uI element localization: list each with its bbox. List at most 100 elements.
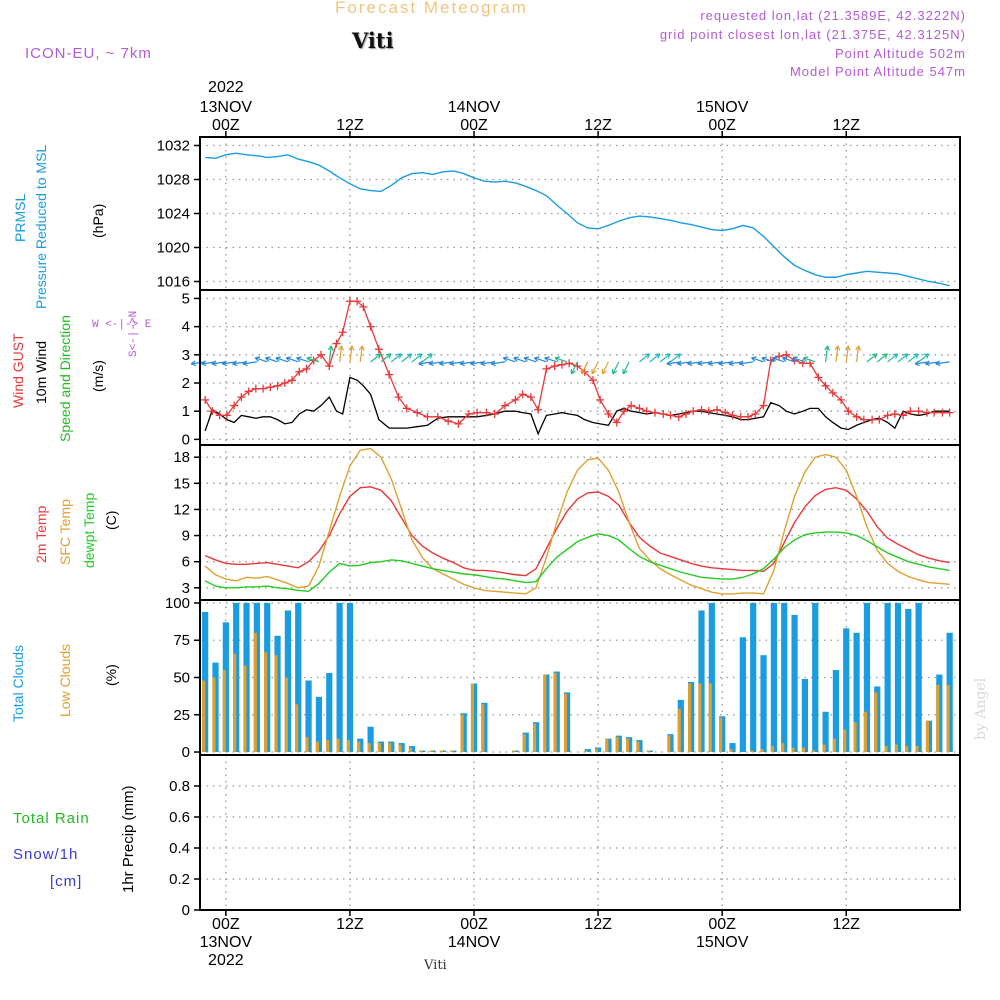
wind-direction-arrow (918, 353, 930, 363)
wind-direction-arrowhead (622, 368, 628, 375)
y-tick-label: 1028 (157, 172, 190, 189)
wind-direction-arrowhead (844, 345, 851, 351)
gust-marker (345, 297, 354, 306)
gust-marker (237, 393, 246, 402)
wind-direction-arrowhead (782, 356, 788, 362)
cloud-low-bar (863, 711, 867, 753)
wind-direction-arrow (866, 353, 878, 363)
cloud-total-bar (781, 602, 788, 753)
cloud-low-bar (770, 746, 774, 753)
wind-direction-arrowhead (459, 360, 465, 367)
gust-marker (273, 381, 282, 390)
cloud-low-bar (667, 735, 671, 753)
cloud-low-bar (284, 677, 288, 753)
wind-direction-arrow (935, 361, 950, 365)
wind-direction-arrowhead (687, 360, 693, 367)
gust-marker (588, 376, 597, 385)
cloud-low-bar (470, 683, 475, 753)
cloud-low-bar (450, 750, 454, 753)
wind-direction-arrowhead (416, 353, 423, 359)
wind-direction-arrowhead (502, 356, 509, 362)
cloud-low-bar (315, 741, 319, 753)
gust-marker (534, 405, 543, 414)
gust-marker (222, 411, 231, 420)
cloud-low-bar (336, 738, 340, 753)
wind-direction-arrowhead (480, 360, 486, 367)
wind-direction-arrowhead (728, 360, 734, 367)
wind-direction-arrowhead (665, 353, 671, 359)
y-tick-label: 6 (182, 554, 190, 571)
y-tick-label: 0.8 (169, 778, 190, 795)
top-axis-label: 00Z (212, 117, 240, 134)
top-axis-label: 00Z (460, 117, 488, 134)
top-axis-year: 2022 (208, 79, 244, 96)
gust-marker (938, 408, 947, 417)
cloud-low-bar (626, 738, 630, 753)
wind-direction-arrowhead (923, 353, 930, 359)
wind-direction-arrow (380, 353, 392, 363)
wind-direction-arrow (824, 345, 829, 362)
top-axis-label: 12Z (336, 117, 364, 134)
gust-marker (883, 411, 892, 420)
gust-marker (280, 379, 289, 387)
cloud-low-bar (636, 741, 640, 753)
wind-direction-arrowhead (449, 360, 455, 367)
cloud-low-bar (781, 743, 785, 753)
cloud-low-bar (439, 750, 443, 753)
cloud-low-bar (729, 749, 733, 753)
cloud-low-bar (377, 743, 381, 753)
gust-marker (681, 410, 690, 418)
cloud-low-bar (326, 740, 330, 753)
cloud-low-bar (563, 693, 568, 753)
wind-direction-arrowhead (644, 353, 651, 359)
gust-marker (454, 419, 463, 428)
cloud-total-bar (812, 602, 819, 753)
gust-marker (482, 408, 491, 417)
wind-direction-arrowhead (675, 353, 682, 359)
y-tick-label: 18 (173, 449, 190, 466)
y-tick-label: 9 (182, 528, 190, 545)
wind-direction-arrowhead (254, 356, 261, 362)
wind-direction-arrowhead (418, 360, 424, 367)
y-tick-label: 0.2 (169, 871, 190, 888)
cloud-total-bar (233, 602, 240, 753)
y-tick-label: 2 (182, 375, 190, 392)
rain-label: Total Rain (13, 810, 90, 827)
wind-direction-arrowhead (802, 356, 809, 362)
cloud-total-bar (822, 711, 829, 753)
gust-marker (612, 418, 621, 427)
cloud-low-bar (233, 653, 237, 753)
wind-direction-arrowhead (544, 356, 550, 362)
grid-point-coords: grid point closest lon,lat (21.375E, 42.… (659, 27, 966, 42)
gust-marker (542, 364, 551, 373)
gust-marker (338, 328, 347, 337)
cloud-total-bar (905, 608, 912, 753)
wind-direction-arrowhead (611, 368, 618, 375)
gust-marker (433, 412, 442, 421)
cloud-total-bar (884, 602, 891, 753)
gust-marker (751, 410, 760, 418)
cloud-total-bar (729, 743, 736, 753)
cloud-low-bar (801, 747, 805, 753)
wind-direction-arrow (275, 357, 289, 363)
cloud-total-bar (894, 602, 902, 753)
cloud-total-bar (915, 602, 922, 753)
wind-direction-arrowhead (221, 360, 228, 367)
wind-direction-arrowhead (913, 353, 919, 359)
gust-marker (775, 352, 784, 361)
wind-direction-arrowhead (792, 356, 798, 362)
gust-marker (385, 370, 394, 379)
bottom-axis-label: 15NOV (696, 934, 749, 951)
gust-marker (490, 410, 499, 418)
wind-direction-arrow (876, 353, 888, 363)
gust-marker (295, 367, 304, 376)
y-tick-label: 1 (182, 403, 190, 420)
gust-marker (511, 395, 520, 404)
cloud-low-bar (698, 683, 702, 753)
cloud-low-bar (791, 747, 795, 753)
wind-direction-arrowhead (666, 360, 672, 367)
cloud-low-bar (884, 746, 888, 753)
wind-direction-arrow (570, 361, 578, 375)
gust-marker (215, 411, 224, 420)
cloud-low-bar (212, 677, 216, 753)
